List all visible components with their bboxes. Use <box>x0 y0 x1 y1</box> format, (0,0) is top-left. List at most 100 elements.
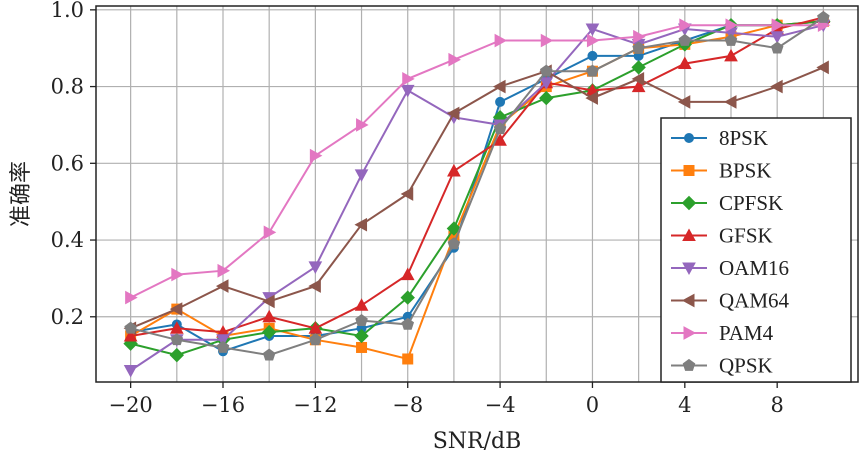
data-point-qpsk <box>817 10 830 23</box>
series-line-cpfsk <box>130 20 824 357</box>
series-line-qpsk <box>130 16 824 357</box>
legend-item-cpfsk: CPFSK <box>671 191 783 215</box>
data-point-qpsk <box>678 33 692 46</box>
data-point-qam64 <box>308 279 321 293</box>
data-point-pam4 <box>540 33 554 48</box>
legend-marker <box>682 228 696 241</box>
data-point-qpsk <box>355 313 368 326</box>
data-point-qam64 <box>446 106 460 121</box>
y-axis-label: 准确率 <box>9 161 34 227</box>
data-point-qam64 <box>585 91 598 105</box>
data-point-gfsk <box>123 328 138 342</box>
series-qpsk <box>124 10 830 361</box>
data-point-pam4 <box>125 290 138 305</box>
data-point-qam64 <box>354 217 368 232</box>
data-point-qpsk <box>724 33 738 46</box>
data-point-cpfsk <box>446 221 462 236</box>
legend-item-oam16: OAM16 <box>671 256 789 280</box>
data-point-pam4 <box>448 52 461 67</box>
y-ticks: 0.2 0.4 0.6 0.8 1.0 <box>51 0 96 329</box>
data-point-qam64 <box>262 294 275 309</box>
data-point-pam4 <box>633 29 646 44</box>
data-point-oam16 <box>354 169 369 182</box>
legend: 8PSK BPSK CPFSK GFSK OAM16 QAM64 PAM4 QPSK <box>660 117 852 383</box>
data-point-gfsk <box>447 163 461 177</box>
data-point-qam64 <box>169 302 183 316</box>
data-point-cpfsk <box>261 324 277 340</box>
legend-marker <box>683 165 695 176</box>
data-point-8psk <box>587 50 598 61</box>
series-line-pam4 <box>130 24 824 299</box>
data-point-pam4 <box>586 33 600 48</box>
data-point-qpsk <box>493 122 507 135</box>
legend-marker <box>681 195 697 211</box>
legend-marker <box>682 262 696 276</box>
x-tick-label: 4 <box>678 393 691 417</box>
data-point-pam4 <box>771 18 785 33</box>
series-line-oam16 <box>130 24 824 372</box>
legend-item-bpsk: BPSK <box>671 159 772 183</box>
legend-label: GFSK <box>719 224 773 248</box>
data-point-qpsk <box>124 321 137 334</box>
x-tick-label: −8 <box>392 393 423 417</box>
data-point-gfsk <box>724 48 738 62</box>
data-point-qam64 <box>493 79 506 94</box>
legend-marker <box>684 133 694 143</box>
data-point-qam64 <box>631 72 645 86</box>
data-point-cpfsk <box>354 328 369 344</box>
data-point-cpfsk <box>631 60 646 75</box>
data-point-pam4 <box>171 267 184 282</box>
legend-item-qam64: QAM64 <box>671 289 790 313</box>
data-point-qpsk <box>216 340 230 353</box>
data-point-qam64 <box>215 279 229 293</box>
data-point-pam4 <box>725 18 739 33</box>
legend-marker <box>681 293 695 308</box>
x-tick-label: −20 <box>108 393 152 417</box>
data-point-qpsk <box>309 333 322 346</box>
x-tick-label: −12 <box>293 393 337 417</box>
data-point-qam64 <box>723 95 737 109</box>
data-point-8psk <box>495 96 506 107</box>
legend-label: 8PSK <box>719 126 768 150</box>
data-point-pam4 <box>679 18 692 33</box>
data-point-oam16 <box>770 31 785 44</box>
data-point-qpsk <box>632 41 645 54</box>
data-point-pam4 <box>356 118 369 132</box>
x-tick-label: −4 <box>485 393 516 417</box>
legend-box <box>660 117 852 383</box>
data-point-gfsk <box>631 79 646 93</box>
data-point-gfsk <box>677 56 692 70</box>
x-tick-label: 0 <box>586 393 599 417</box>
data-point-oam16 <box>123 364 138 378</box>
series-line-gfsk <box>130 16 824 337</box>
x-tick-label: −16 <box>201 393 245 417</box>
data-point-qpsk <box>539 64 553 77</box>
data-point-qpsk <box>401 317 415 330</box>
legend-item-gfsk: GFSK <box>671 224 773 248</box>
legend-item-8psk: 8PSK <box>671 126 768 150</box>
data-point-cpfsk <box>400 290 415 305</box>
legend-marker <box>682 358 696 371</box>
data-point-qpsk <box>170 333 184 346</box>
data-point-qam64 <box>677 95 691 109</box>
data-point-qam64 <box>770 79 783 94</box>
data-point-oam16 <box>308 261 323 274</box>
legend-label: OAM16 <box>719 256 789 280</box>
data-point-oam16 <box>539 77 554 90</box>
x-ticks: −20 −16 −12 −8 −4 0 4 8 <box>108 382 784 417</box>
data-point-gfsk <box>354 298 369 311</box>
data-point-pam4 <box>309 148 323 163</box>
data-point-qpsk <box>262 348 276 361</box>
legend-label: QPSK <box>719 354 773 378</box>
data-point-gfsk <box>400 267 415 281</box>
data-point-oam16 <box>216 334 230 347</box>
data-point-pam4 <box>263 225 277 240</box>
legend-item-qpsk: QPSK <box>671 354 773 378</box>
data-point-gfsk <box>493 133 507 146</box>
series-group <box>123 10 831 378</box>
data-point-qpsk <box>447 237 461 250</box>
legend-label: QAM64 <box>719 289 790 313</box>
series-pam4 <box>125 18 831 305</box>
legend-label: BPSK <box>719 159 772 183</box>
